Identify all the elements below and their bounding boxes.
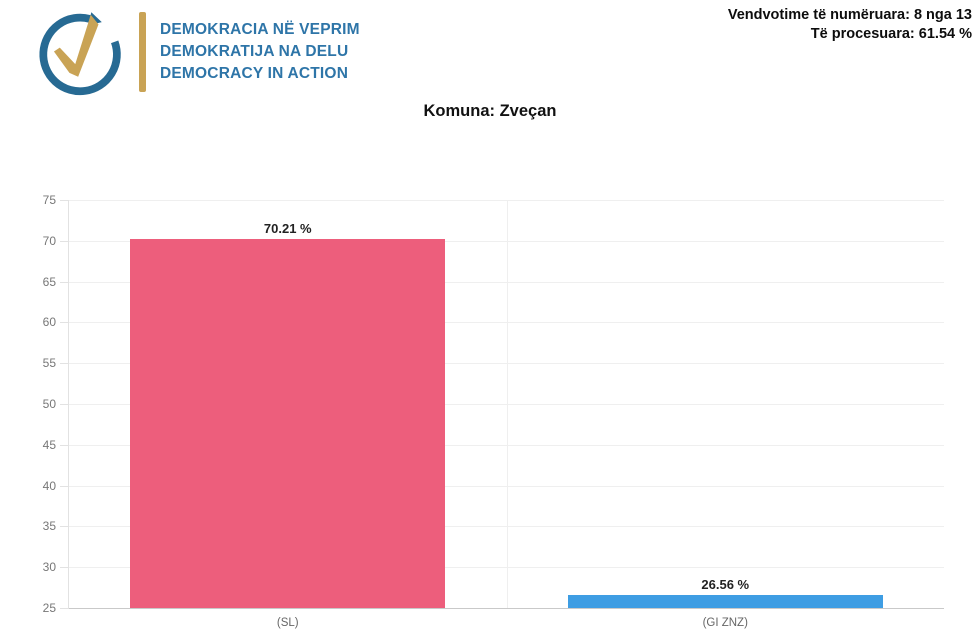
y-tick-label: 60	[42, 315, 56, 329]
y-tick-mark	[60, 200, 69, 201]
bar-sl[interactable]	[130, 239, 446, 608]
y-tick-label: 55	[42, 356, 56, 370]
logo-line-2: DEMOKRATIJA NA DELU	[160, 43, 349, 60]
y-tick-mark	[60, 526, 69, 527]
bar-giznz[interactable]	[567, 595, 883, 608]
y-tick-mark	[60, 282, 69, 283]
y-tick-mark	[60, 445, 69, 446]
y-tick-label: 75	[42, 193, 56, 207]
x-axis-line	[69, 608, 944, 609]
y-tick-label: 70	[42, 234, 56, 248]
y-tick-mark	[60, 567, 69, 568]
y-tick-label: 25	[42, 601, 56, 615]
logo-line-1: DEMOKRACIA NË VEPRIM	[160, 21, 360, 38]
category-label: (GI ZNZ)	[702, 617, 748, 629]
y-tick-label: 45	[42, 438, 56, 452]
y-tick-mark	[60, 363, 69, 364]
y-tick-mark	[60, 608, 69, 609]
counting-stats: Vendvotime të numëruara: 8 nga 13 Të pro…	[728, 6, 972, 44]
y-tick-mark	[60, 404, 69, 405]
y-axis-labels: 75 70 65 60 55 50 45 40 35 30 25	[0, 193, 56, 615]
stats-counted-line: Vendvotime të numëruara: 8 nga 13	[727, 7, 972, 23]
circular-arrow-check-icon	[39, 12, 121, 96]
y-tick-mark	[60, 241, 69, 242]
gridline-vertical	[506, 200, 508, 608]
y-tick-mark	[60, 322, 69, 323]
y-tick-mark	[60, 486, 69, 487]
logo-line-3: DEMOCRACY IN ACTION	[160, 65, 349, 82]
y-tick-label: 30	[42, 560, 56, 574]
category-label: (SL)	[276, 617, 299, 629]
bar-value-label: 70.21 %	[263, 221, 312, 237]
y-tick-label: 40	[42, 479, 56, 493]
stats-processed-line: Të procesuara: 61.54 %	[810, 26, 972, 42]
plot-area: 70.21 % (SL) 26.56 % (GI ZNZ)	[60, 200, 944, 629]
y-tick-label: 50	[42, 397, 56, 411]
logo: DEMOKRACIA NË VEPRIM DEMOKRATIJA NA DELU…	[33, 6, 360, 98]
logo-divider	[139, 12, 146, 92]
page-title: Komuna: Zveçan	[423, 102, 557, 120]
logo-text: DEMOKRACIA NË VEPRIM DEMOKRATIJA NA DELU…	[160, 19, 360, 85]
y-tick-label: 65	[42, 275, 56, 289]
y-tick-label: 35	[42, 519, 56, 533]
bar-value-label: 26.56 %	[701, 577, 750, 593]
